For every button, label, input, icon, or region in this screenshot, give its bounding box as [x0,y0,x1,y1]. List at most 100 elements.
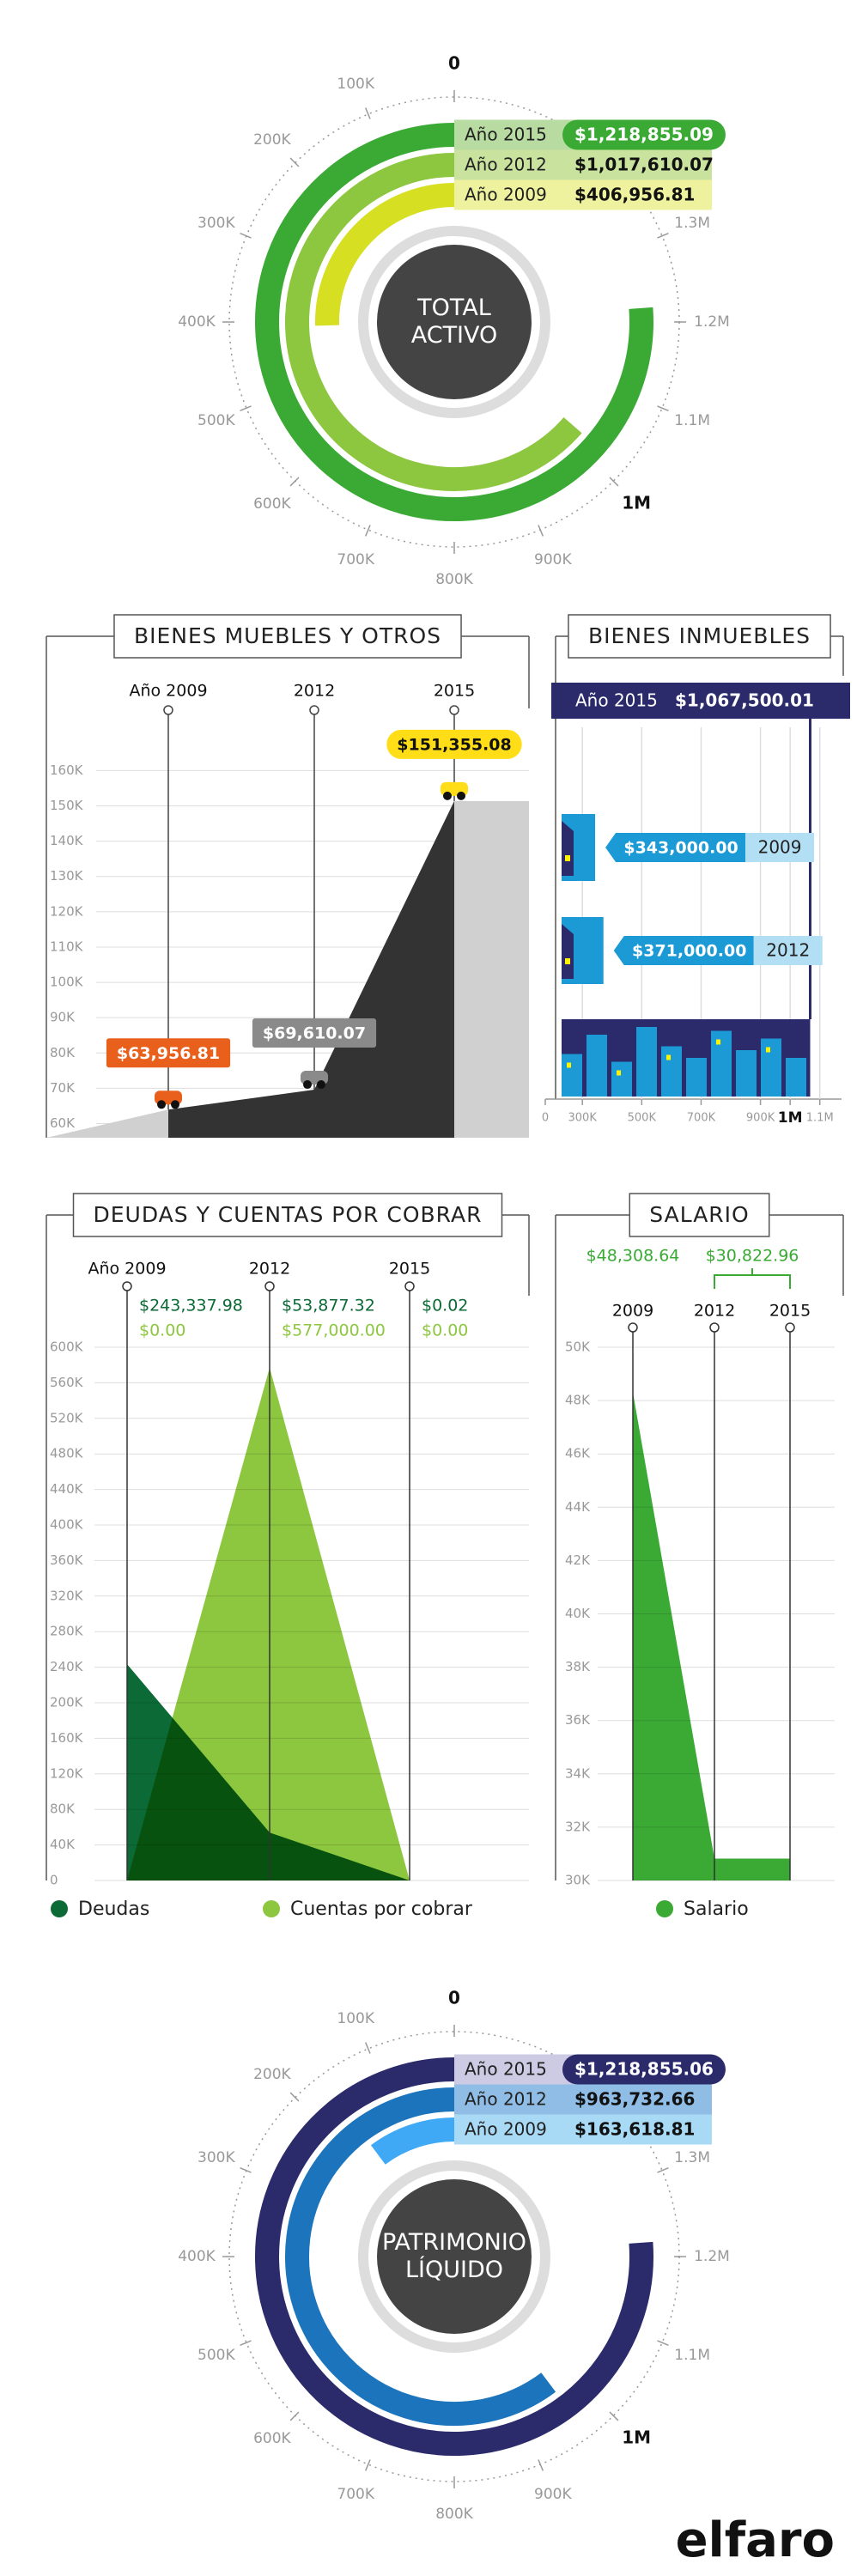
y-tick-label: 120K [50,903,84,919]
value-label: $53,877.32 [282,1297,375,1315]
ring-bar [285,153,582,491]
y-tick-label: 48K [565,1393,591,1408]
x-tick-label: 1.1M [806,1112,834,1125]
tick-label: 800K [435,571,473,588]
value-label: $243,337.98 [139,1297,243,1315]
y-tick-label: 40K [50,1837,76,1852]
y-tick-label: 90K [50,1010,76,1025]
category-label: Año 2015 [465,125,547,145]
tick-label: 0 [448,1988,460,2008]
y-tick-label: 320K [50,1588,84,1603]
area [633,1392,790,1880]
category-dot [628,1322,638,1333]
legend-label: Cuentas por cobrar [290,1899,473,1920]
tick-mark [609,477,619,487]
tick-mark [289,2092,300,2102]
tick-label: 600K [253,495,291,513]
title-box [629,1193,770,1237]
legend-swatch [656,1900,673,1917]
legend-label: Salario [684,1899,749,1920]
tick-label: 300K [198,215,235,232]
tick-mark [538,525,544,537]
y-tick-label: 140K [50,833,84,848]
tick-label: 1.1M [674,412,710,429]
house [562,924,574,979]
tick-mark [538,2459,544,2471]
center-disc [377,245,532,399]
category-label: Año 2015 [465,2059,547,2080]
tick-label: 300K [198,2149,235,2166]
y-tick-label: 160K [50,1730,84,1746]
tick-label: 400K [178,2248,216,2265]
tick-label: 800K [435,2506,473,2523]
value-label-box [386,729,522,759]
y-tick-label: 150K [50,798,84,813]
value-label: $30,822.96 [706,1247,799,1266]
y-tick-label: 34K [565,1765,591,1781]
y-tick-label: 130K [50,868,84,884]
window [617,1070,621,1076]
bracket [714,1268,791,1289]
category-label: 2012 [294,682,335,701]
y-tick-label: 40K [565,1606,591,1621]
value-label: $371,000.00 [632,942,746,961]
center-title: TOTAL ACTIVO [410,295,498,349]
title-box [568,614,831,659]
tick-label: 1.2M [694,2248,730,2265]
window [565,855,570,861]
y-tick-label: 50K [565,1340,591,1355]
value-label: $343,000.00 [623,839,738,858]
tick-label: 600K [253,2430,291,2447]
building [736,1050,757,1097]
y-tick-label: 200K [50,1695,84,1710]
building [611,1061,632,1097]
wheel [171,1100,179,1109]
category-label: 2015 [389,1260,430,1279]
category-box [753,936,823,965]
label-box [454,149,712,180]
y-tick-label: 44K [565,1499,591,1515]
tick-label: 400K [178,313,216,331]
value-label: $577,000.00 [282,1321,386,1340]
center-ring [358,226,550,418]
value-label: $63,956.81 [117,1044,220,1063]
x-tick-label: 0 [542,1112,549,1125]
tick-mark [657,232,669,239]
category-label: 2015 [434,682,475,701]
y-tick-label: 46K [565,1446,591,1461]
title-box [113,614,462,659]
value-label: $1,017,610.07 [574,155,714,175]
tick-mark [364,107,371,119]
value-pill [562,119,726,150]
value-label-box [613,936,754,965]
value-label: $1,067,500.01 [675,690,814,711]
window [567,1062,571,1068]
y-tick-label: 70K [50,1080,76,1096]
label-box [454,2084,712,2115]
tick-label: 1.2M [694,313,730,331]
center-disc [377,2179,532,2334]
center-title: PATRIMONIO LÍQUIDO [381,2229,527,2283]
tick-mark [609,2411,619,2421]
house [562,821,574,876]
x-tick-label: 300K [568,1112,598,1125]
tick-label: 1.3M [674,215,710,232]
value-label-box [106,1038,231,1068]
category-label: Año 2009 [465,185,547,205]
y-tick-label: 38K [565,1659,591,1674]
tick-mark [364,525,371,537]
tick-label: 700K [337,2486,374,2503]
window [565,958,570,964]
category-label: Año 2012 [465,155,547,175]
y-tick-label: 80K [50,1801,76,1817]
category-dot [709,1322,720,1333]
legend-swatch [263,1900,280,1917]
ring-bar [255,123,653,521]
wheel [303,1080,312,1090]
y-tick-label: 80K [50,1045,76,1060]
building [586,1035,607,1097]
plateau [454,800,529,1138]
y-tick-label: 360K [50,1552,84,1568]
